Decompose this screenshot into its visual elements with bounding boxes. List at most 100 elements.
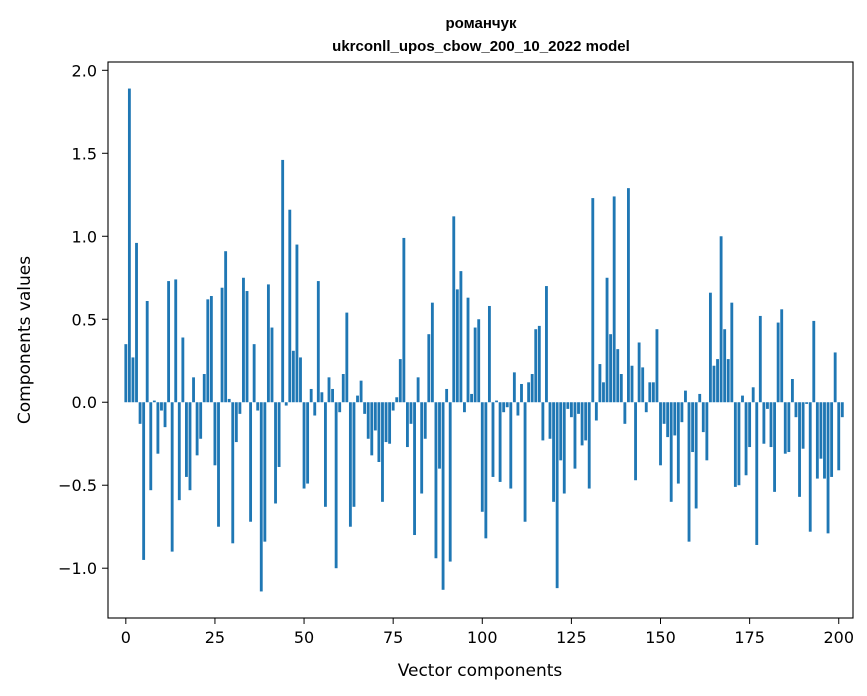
bar <box>673 402 677 436</box>
bar <box>192 377 195 403</box>
bar <box>331 388 334 403</box>
bar <box>812 320 816 403</box>
bar <box>794 402 798 418</box>
bar <box>648 382 652 403</box>
bar <box>295 244 299 403</box>
y-tick-label: −1.0 <box>58 559 97 578</box>
bar <box>181 337 185 403</box>
bar <box>580 402 584 446</box>
bar <box>555 402 559 589</box>
bar <box>520 383 523 403</box>
bar <box>726 359 730 403</box>
bar <box>769 402 773 448</box>
bar <box>352 402 356 507</box>
bar <box>288 209 292 403</box>
bar <box>234 402 238 443</box>
bar <box>334 402 338 569</box>
bar <box>281 159 285 403</box>
bar <box>484 402 488 539</box>
bar <box>127 88 131 403</box>
bar <box>327 377 331 403</box>
bar <box>274 402 277 504</box>
chart-title: романчук <box>446 15 517 32</box>
bar <box>545 286 548 403</box>
bar <box>559 402 563 461</box>
bar <box>641 367 645 403</box>
y-tick-label: 2.0 <box>72 61 97 80</box>
bar <box>245 291 249 403</box>
bar <box>787 402 791 453</box>
bar <box>680 402 684 423</box>
bar <box>566 402 570 409</box>
bar <box>616 349 620 403</box>
bar <box>135 242 138 403</box>
y-axis-label: Components values <box>15 256 35 424</box>
y-tick-label: 0.5 <box>72 310 97 329</box>
x-tick-label: 75 <box>383 628 403 647</box>
bar <box>142 402 146 560</box>
bar <box>659 402 662 466</box>
bar <box>730 302 734 403</box>
bar <box>669 402 673 502</box>
bar <box>373 402 377 431</box>
bar <box>491 402 495 477</box>
bar <box>723 329 727 403</box>
x-tick-label: 150 <box>645 628 676 647</box>
bar <box>188 402 192 491</box>
bar <box>666 402 670 438</box>
y-tick-label: 1.5 <box>72 144 97 163</box>
bar <box>676 402 680 484</box>
bar <box>359 380 363 403</box>
bar <box>277 402 281 467</box>
bar <box>830 402 834 477</box>
y-axis: −1.0 −0.5 0.0 0.5 1.0 1.5 2.0 <box>58 61 108 578</box>
bar <box>430 302 434 403</box>
bar <box>470 393 474 403</box>
bar <box>534 329 538 403</box>
bar <box>698 393 702 403</box>
bar <box>416 377 420 403</box>
x-axis: 0 25 50 75 100 125 150 175 200 <box>121 618 854 647</box>
bar <box>655 329 659 403</box>
bar <box>505 402 509 408</box>
bar <box>124 344 128 403</box>
bar <box>790 379 794 403</box>
bar <box>138 402 142 424</box>
bar <box>808 402 812 532</box>
bar <box>345 312 349 403</box>
bar <box>733 402 737 487</box>
bar <box>512 372 516 403</box>
bar <box>602 382 605 403</box>
bar <box>691 402 695 453</box>
bar <box>766 402 769 409</box>
bar <box>477 319 481 403</box>
bar <box>495 400 498 403</box>
bar <box>441 402 445 590</box>
bar <box>623 402 627 424</box>
bar <box>716 359 719 403</box>
bar <box>206 299 210 403</box>
bar <box>737 402 741 486</box>
bar <box>256 402 260 411</box>
bar <box>573 402 577 469</box>
bar <box>309 388 313 403</box>
bar <box>509 402 513 489</box>
bar <box>145 301 149 403</box>
bar <box>324 402 327 507</box>
bar <box>798 402 801 497</box>
y-tick-label: −0.5 <box>58 476 97 495</box>
bar <box>217 402 220 527</box>
y-tick-label: 1.0 <box>72 227 97 246</box>
bar <box>220 287 224 403</box>
bar <box>776 322 780 403</box>
bar <box>402 237 406 403</box>
bar <box>712 365 716 403</box>
bar <box>388 402 392 444</box>
bar <box>619 374 623 403</box>
bar <box>427 334 431 403</box>
x-tick-label: 50 <box>294 628 314 647</box>
bar <box>612 196 616 403</box>
bar <box>363 402 367 414</box>
bar <box>266 284 270 403</box>
bar <box>313 402 317 416</box>
